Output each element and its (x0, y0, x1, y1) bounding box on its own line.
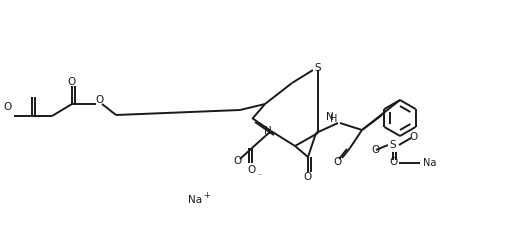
Text: O: O (96, 95, 104, 105)
Text: O: O (4, 102, 12, 112)
Text: N: N (326, 112, 334, 122)
Text: O: O (248, 165, 256, 175)
Text: O: O (409, 132, 417, 142)
Text: O: O (234, 156, 242, 166)
Text: N: N (264, 126, 272, 136)
Text: O: O (68, 77, 76, 87)
Text: Na: Na (188, 195, 202, 205)
Text: ⁻: ⁻ (258, 172, 262, 180)
Text: +: + (204, 192, 210, 200)
Text: O: O (371, 145, 379, 155)
Text: O: O (333, 157, 341, 167)
Text: O: O (304, 172, 312, 182)
Text: O: O (389, 157, 397, 167)
Text: Na: Na (423, 158, 437, 168)
Text: H: H (330, 114, 338, 124)
Text: S: S (390, 140, 397, 150)
Text: S: S (315, 63, 321, 73)
